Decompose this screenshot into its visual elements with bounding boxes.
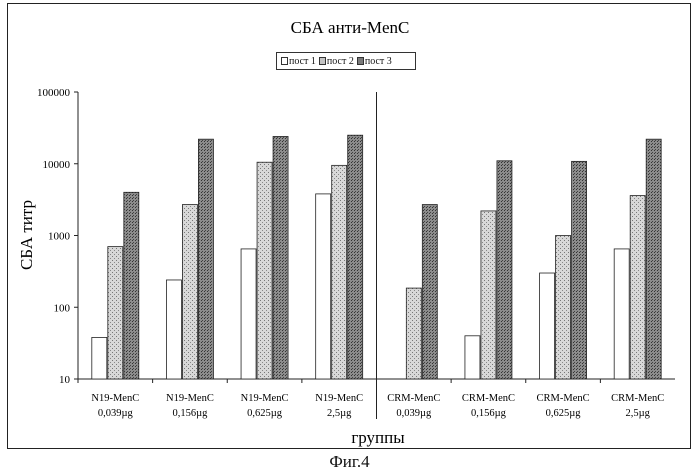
bar-1-8 <box>613 248 630 380</box>
x-tick-label: 2,5µg <box>625 408 650 419</box>
bar-3-6 <box>496 160 513 380</box>
bar-2-8 <box>629 195 646 380</box>
bar-2-6 <box>480 210 497 380</box>
legend-item-1: пост 1 <box>281 56 316 67</box>
legend-label-2: пост 2 <box>326 55 354 67</box>
y-tick-label: 100000 <box>37 87 71 99</box>
bar-2-4 <box>331 164 348 380</box>
bar-1-4 <box>315 193 332 380</box>
bar-1-6 <box>464 335 481 380</box>
bar-2-3 <box>256 161 273 380</box>
x-tick-label: 0,039µg <box>98 408 134 419</box>
x-tick-label: CRM-MenC <box>537 393 590 404</box>
bar-1-1 <box>91 337 108 380</box>
x-tick-label: 0,625µg <box>546 408 582 419</box>
legend: пост 1 пост 2 пост 3 <box>276 52 416 70</box>
bar-1-3 <box>240 248 257 380</box>
y-tick-label: 100 <box>54 302 71 314</box>
bar-3-2 <box>198 138 214 380</box>
bar-2-2 <box>182 204 198 380</box>
bar-3-4 <box>347 134 364 380</box>
bar-2-5 <box>405 287 422 380</box>
x-tick-label: N19-MenC <box>241 393 289 404</box>
x-tick-label: 0,625µg <box>247 408 283 419</box>
x-tick-label: CRM-MenC <box>462 393 515 404</box>
bar-2-1 <box>107 246 124 380</box>
bar-3-5 <box>421 204 438 380</box>
figure-caption: Фиг.4 <box>329 452 370 471</box>
x-tick-label: 0,156µg <box>172 408 208 419</box>
chart-title: СБА анти-MenC <box>291 18 410 37</box>
x-tick-label: N19-MenC <box>166 393 214 404</box>
x-tick-label: N19-MenC <box>315 393 363 404</box>
chart-frame <box>7 3 691 449</box>
bar-3-8 <box>645 138 662 380</box>
legend-label-3: пост 3 <box>364 55 392 67</box>
legend-swatch-2 <box>318 57 326 65</box>
y-axis-label: СБА титр <box>17 200 36 270</box>
x-tick-label: 0,156µg <box>471 408 507 419</box>
x-tick-label: 0,039µg <box>396 408 432 419</box>
y-tick-label: 10000 <box>43 159 71 171</box>
x-tick-label: N19-MenC <box>91 393 139 404</box>
x-axis-label: группы <box>351 428 405 447</box>
bar-1-7 <box>539 272 555 380</box>
x-tick-label: CRM-MenC <box>611 393 664 404</box>
legend-swatch-3 <box>356 57 364 65</box>
bar-3-3 <box>272 136 289 380</box>
bar-3-7 <box>571 160 587 380</box>
legend-item-2: пост 2 <box>318 55 354 67</box>
legend-swatch-1 <box>281 57 288 65</box>
x-tick-label: 2,5µg <box>327 408 352 419</box>
x-tick-label: CRM-MenC <box>387 393 440 404</box>
legend-item-3: пост 3 <box>356 55 392 67</box>
bar-3-1 <box>123 191 140 380</box>
y-tick-label: 10 <box>59 374 71 386</box>
bar-2-7 <box>555 235 571 380</box>
y-tick-label: 1000 <box>48 231 71 243</box>
bar-1-2 <box>166 279 182 380</box>
legend-label-1: пост 1 <box>289 55 316 67</box>
